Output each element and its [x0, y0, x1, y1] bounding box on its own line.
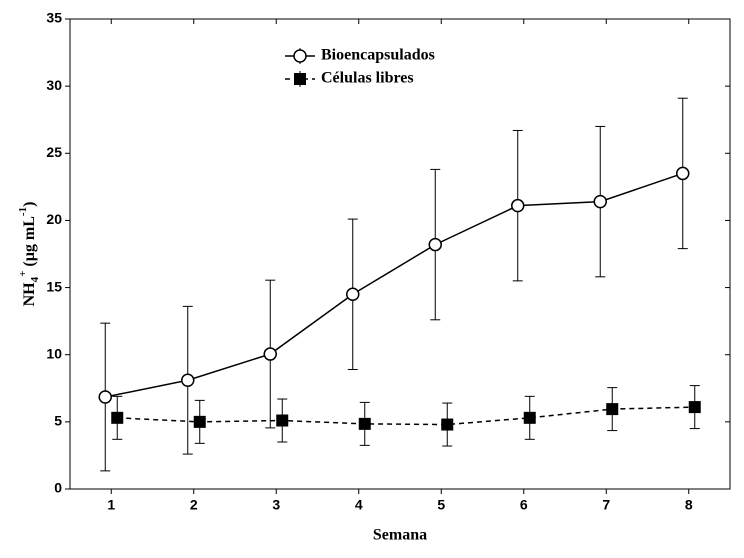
data-point	[593, 194, 607, 209]
data-point	[358, 417, 371, 430]
plot-frame	[69, 18, 731, 490]
y-label-part: 4	[29, 276, 41, 282]
data-point	[606, 403, 619, 416]
data-point	[428, 237, 442, 252]
data-point	[98, 390, 112, 404]
data-point	[523, 411, 536, 424]
data-point	[263, 347, 277, 361]
y-label-part: )	[21, 202, 38, 207]
y-tick-label: 5	[54, 413, 62, 429]
y-tick-label: 35	[46, 10, 62, 26]
y-label-part: NH	[21, 282, 38, 307]
legend-marker	[294, 73, 306, 85]
y-tick-label: 30	[46, 77, 62, 93]
x-tick-label: 2	[190, 497, 198, 513]
x-tick-label: 4	[355, 497, 363, 513]
data-point	[676, 166, 690, 181]
data-point	[688, 401, 701, 414]
data-point	[193, 415, 206, 428]
y-tick-label: 20	[46, 211, 62, 227]
x-tick-label: 6	[520, 497, 528, 513]
data-point	[111, 411, 124, 424]
series-line	[117, 406, 695, 426]
data-point	[181, 373, 195, 387]
x-tick-label: 5	[437, 497, 445, 513]
x-tick-label: 8	[685, 497, 693, 513]
data-point	[276, 414, 289, 427]
data-point	[346, 287, 360, 302]
y-tick-label: 15	[46, 278, 62, 294]
x-tick-label: 3	[272, 497, 280, 513]
y-axis-label: NH4+ (µg mL-1)	[17, 202, 41, 307]
x-tick-label: 1	[107, 497, 115, 513]
x-tick-label: 7	[602, 497, 610, 513]
y-label-part: -1	[17, 207, 29, 216]
data-point	[441, 418, 454, 431]
y-tick-label: 0	[54, 480, 62, 496]
legend-entry: Bioencapsulados	[285, 47, 435, 64]
y-tick-label: 25	[46, 144, 62, 160]
data-point	[511, 198, 525, 213]
y-label-part: +	[17, 271, 29, 277]
legend-label: Bioencapsulados	[321, 47, 435, 64]
y-label-part: (µg mL	[21, 216, 38, 271]
series-line	[105, 172, 683, 398]
legend-label: Células libres	[321, 70, 414, 87]
x-axis-label: Semana	[373, 527, 427, 544]
legend-entry: Células libres	[285, 70, 414, 87]
legend-marker	[293, 49, 307, 63]
y-tick-label: 10	[46, 345, 62, 361]
